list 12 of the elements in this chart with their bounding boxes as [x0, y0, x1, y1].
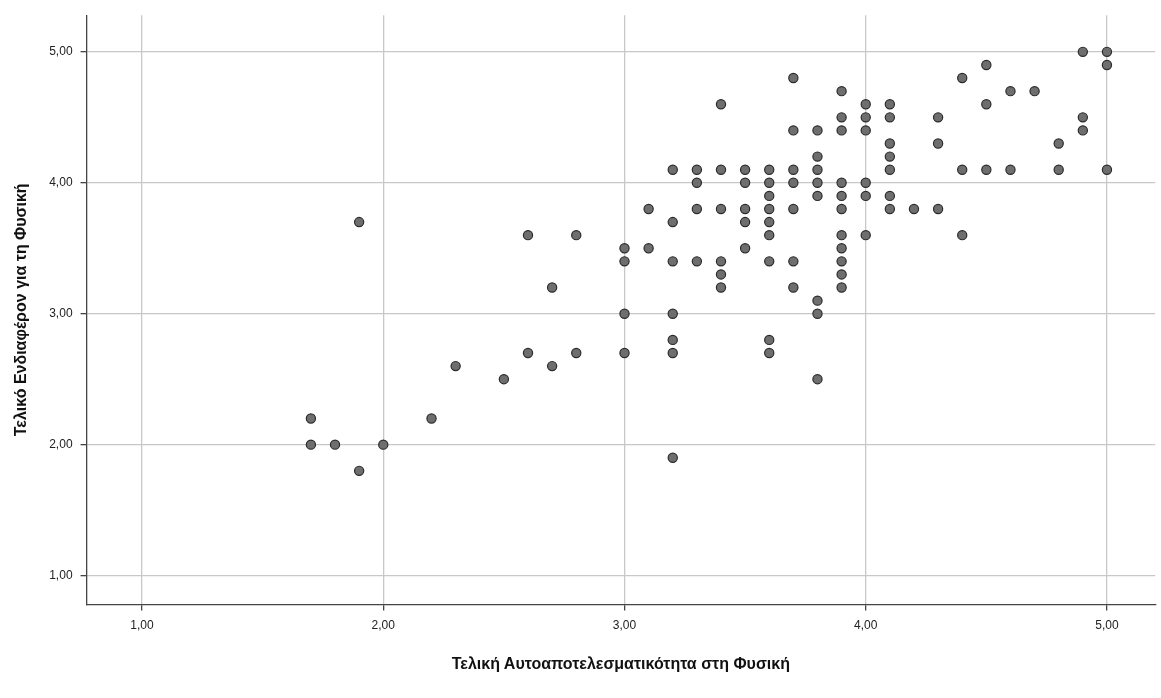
y-axis-title: Τελικό Ενδιαφέρον για τη Φυσική	[12, 183, 30, 437]
x-tick-label: 1,00	[130, 617, 155, 632]
x-axis-title: Τελική Αυτοαποτελεσματικότητα στη Φυσική	[451, 654, 790, 672]
x-tick-label: 3,00	[612, 617, 637, 632]
x-tick-label: 2,00	[371, 617, 396, 632]
y-tick-label: 2,00	[49, 436, 73, 451]
x-tick-label: 4,00	[854, 617, 878, 632]
y-tick-label: 5,00	[49, 44, 73, 59]
y-tick-label: 4,00	[49, 175, 73, 190]
y-tick-label: 3,00	[49, 306, 73, 321]
y-tick-label: 1,00	[49, 567, 73, 582]
x-tick-label: 5,00	[1095, 617, 1119, 632]
